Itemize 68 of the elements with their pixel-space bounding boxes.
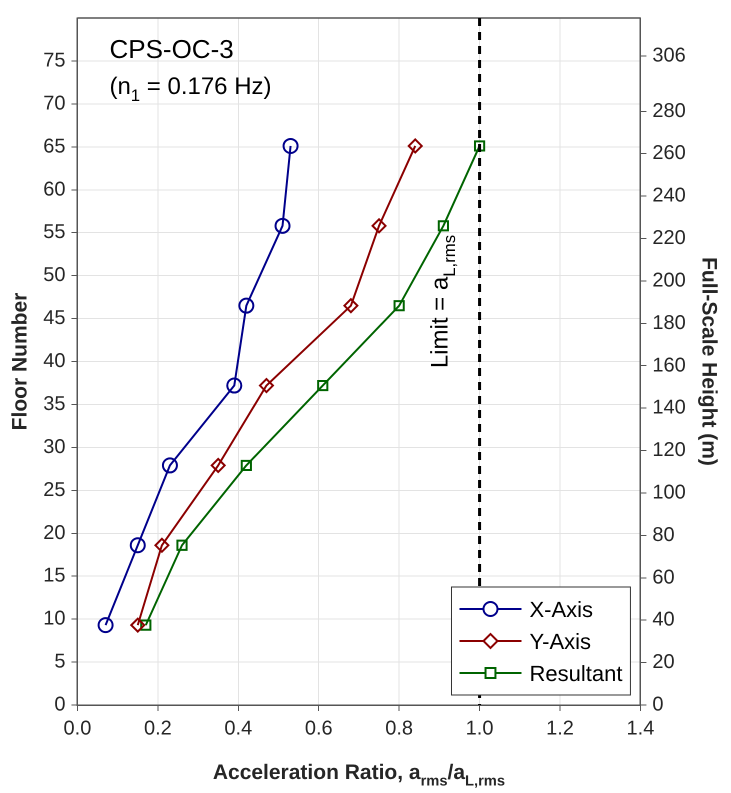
y2-tick-label: 140 [652,396,686,419]
y-axis-title: Floor Number [8,292,32,430]
y2-tick-label: 160 [652,354,686,376]
y-tick-label: 25 [43,478,66,501]
x-tick-label: 0.2 [144,718,172,740]
y2-tick-label: 120 [652,439,686,462]
point [343,298,358,314]
x-tick-label: 1.2 [546,718,574,740]
point [282,138,299,154]
y2-axis-title: Full-Scale Height (m) [698,257,721,466]
y2-tick-label: 80 [652,524,675,546]
point [258,378,274,394]
y2-tick-label: 200 [652,269,686,292]
y2-tick-label: 220 [652,227,686,250]
point [162,457,178,474]
y-tick-label: 35 [43,392,66,415]
point [140,620,152,631]
point [130,618,146,633]
y2-tick-label: 40 [652,608,675,631]
legend-label: X-Axis [529,597,594,622]
x-tick-label: 0.0 [64,718,92,740]
point [317,380,328,392]
ref-line-label: Limit = aL,rms [426,234,459,368]
y2-tick-label: 240 [652,184,686,207]
y2-tick-label: 100 [652,481,686,504]
x-tick-label: 1.4 [626,718,654,740]
y2-tick-label: 280 [652,100,686,122]
point [438,220,449,232]
y-tick-label: 20 [43,522,66,544]
x-tick-label: 1.0 [466,718,494,740]
y-tick-label: 70 [43,92,66,114]
text: CPS-OC-3 [109,34,234,64]
y-tick-label: 50 [43,264,66,286]
point [176,540,188,551]
x-tick-label: 0.6 [304,718,333,740]
point [372,218,387,234]
point [394,300,405,312]
y2-tick-label: 20 [652,651,675,674]
point [274,218,291,234]
point [474,140,486,152]
y2-tick-label: 60 [652,566,675,588]
y-tick-label: 55 [43,221,66,244]
y-tick-label: 40 [43,350,66,372]
y2-tick-label: 306 [652,44,686,67]
point [408,138,423,154]
point [210,458,226,473]
y-tick-label: 65 [43,135,66,158]
point [240,460,252,472]
y-tick-label: 75 [43,49,66,72]
y-tick-label: 45 [43,307,66,330]
point [130,537,146,554]
point [226,378,242,394]
x-tick-label: 0.8 [385,718,414,740]
legend-label: Resultant [529,661,622,686]
point [154,538,170,553]
y-tick-label: 30 [43,436,66,458]
x-tick-label: 0.4 [224,718,252,740]
point [98,617,114,634]
point [238,298,254,314]
y2-tick-label: 180 [652,312,686,334]
y-tick-label: 5 [54,650,66,673]
legend-label: Y-Axis [529,629,592,654]
y2-tick-label: 260 [652,142,686,164]
y-tick-label: 15 [43,564,66,587]
y-tick-label: 0 [54,694,66,716]
y-tick-label: 10 [43,608,66,630]
y-tick-label: 60 [43,178,66,200]
y2-tick-label: 0 [652,694,664,716]
